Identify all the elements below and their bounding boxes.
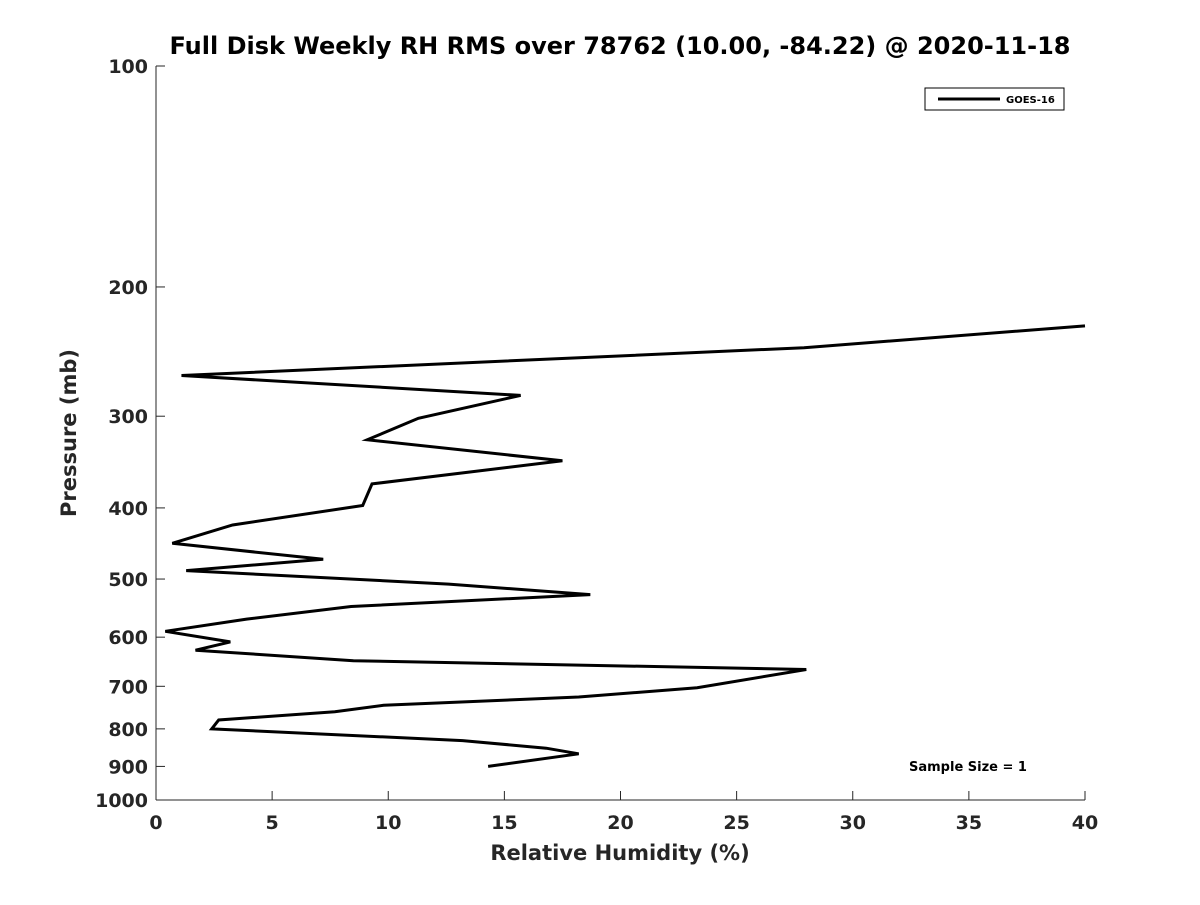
series-line-goes-16 [165, 324, 1086, 768]
y-tick-label: 1000 [95, 790, 148, 812]
x-tick-label: 25 [723, 812, 749, 834]
y-tick-label: 600 [108, 627, 148, 649]
y-tick-label: 800 [108, 719, 148, 741]
axes: 0 5 10 15 20 25 30 35 40 100 200 300 400 500 600 700 800… [95, 56, 1098, 834]
y-tick-label: 700 [108, 676, 148, 698]
y-axis-label: Pressure (mb) [57, 349, 81, 517]
legend: GOES-16 [924, 87, 1065, 111]
y-tick-label: 200 [108, 277, 148, 299]
x-tick-label: 35 [956, 812, 982, 834]
y-tick-label: 100 [108, 56, 148, 78]
x-axis-label: Relative Humidity (%) [490, 841, 749, 865]
x-tick-label: 0 [149, 812, 162, 834]
x-tick-label: 30 [840, 812, 866, 834]
y-tick-label: 500 [108, 569, 148, 591]
x-tick-label: 40 [1072, 812, 1098, 834]
y-tick-label: 300 [108, 406, 148, 428]
x-tick-label: 5 [266, 812, 279, 834]
x-tick-label: 15 [491, 812, 517, 834]
x-tick-label: 20 [607, 812, 633, 834]
sample-size-annotation: Sample Size = 1 [909, 760, 1027, 775]
series-layer [165, 324, 1086, 768]
y-tick-label: 900 [108, 756, 148, 778]
chart-title: Full Disk Weekly RH RMS over 78762 (10.0… [169, 32, 1070, 60]
y-tick-label: 400 [108, 498, 148, 520]
legend-entry-goes-16: GOES-16 [1006, 95, 1055, 106]
x-tick-label: 10 [375, 812, 401, 834]
